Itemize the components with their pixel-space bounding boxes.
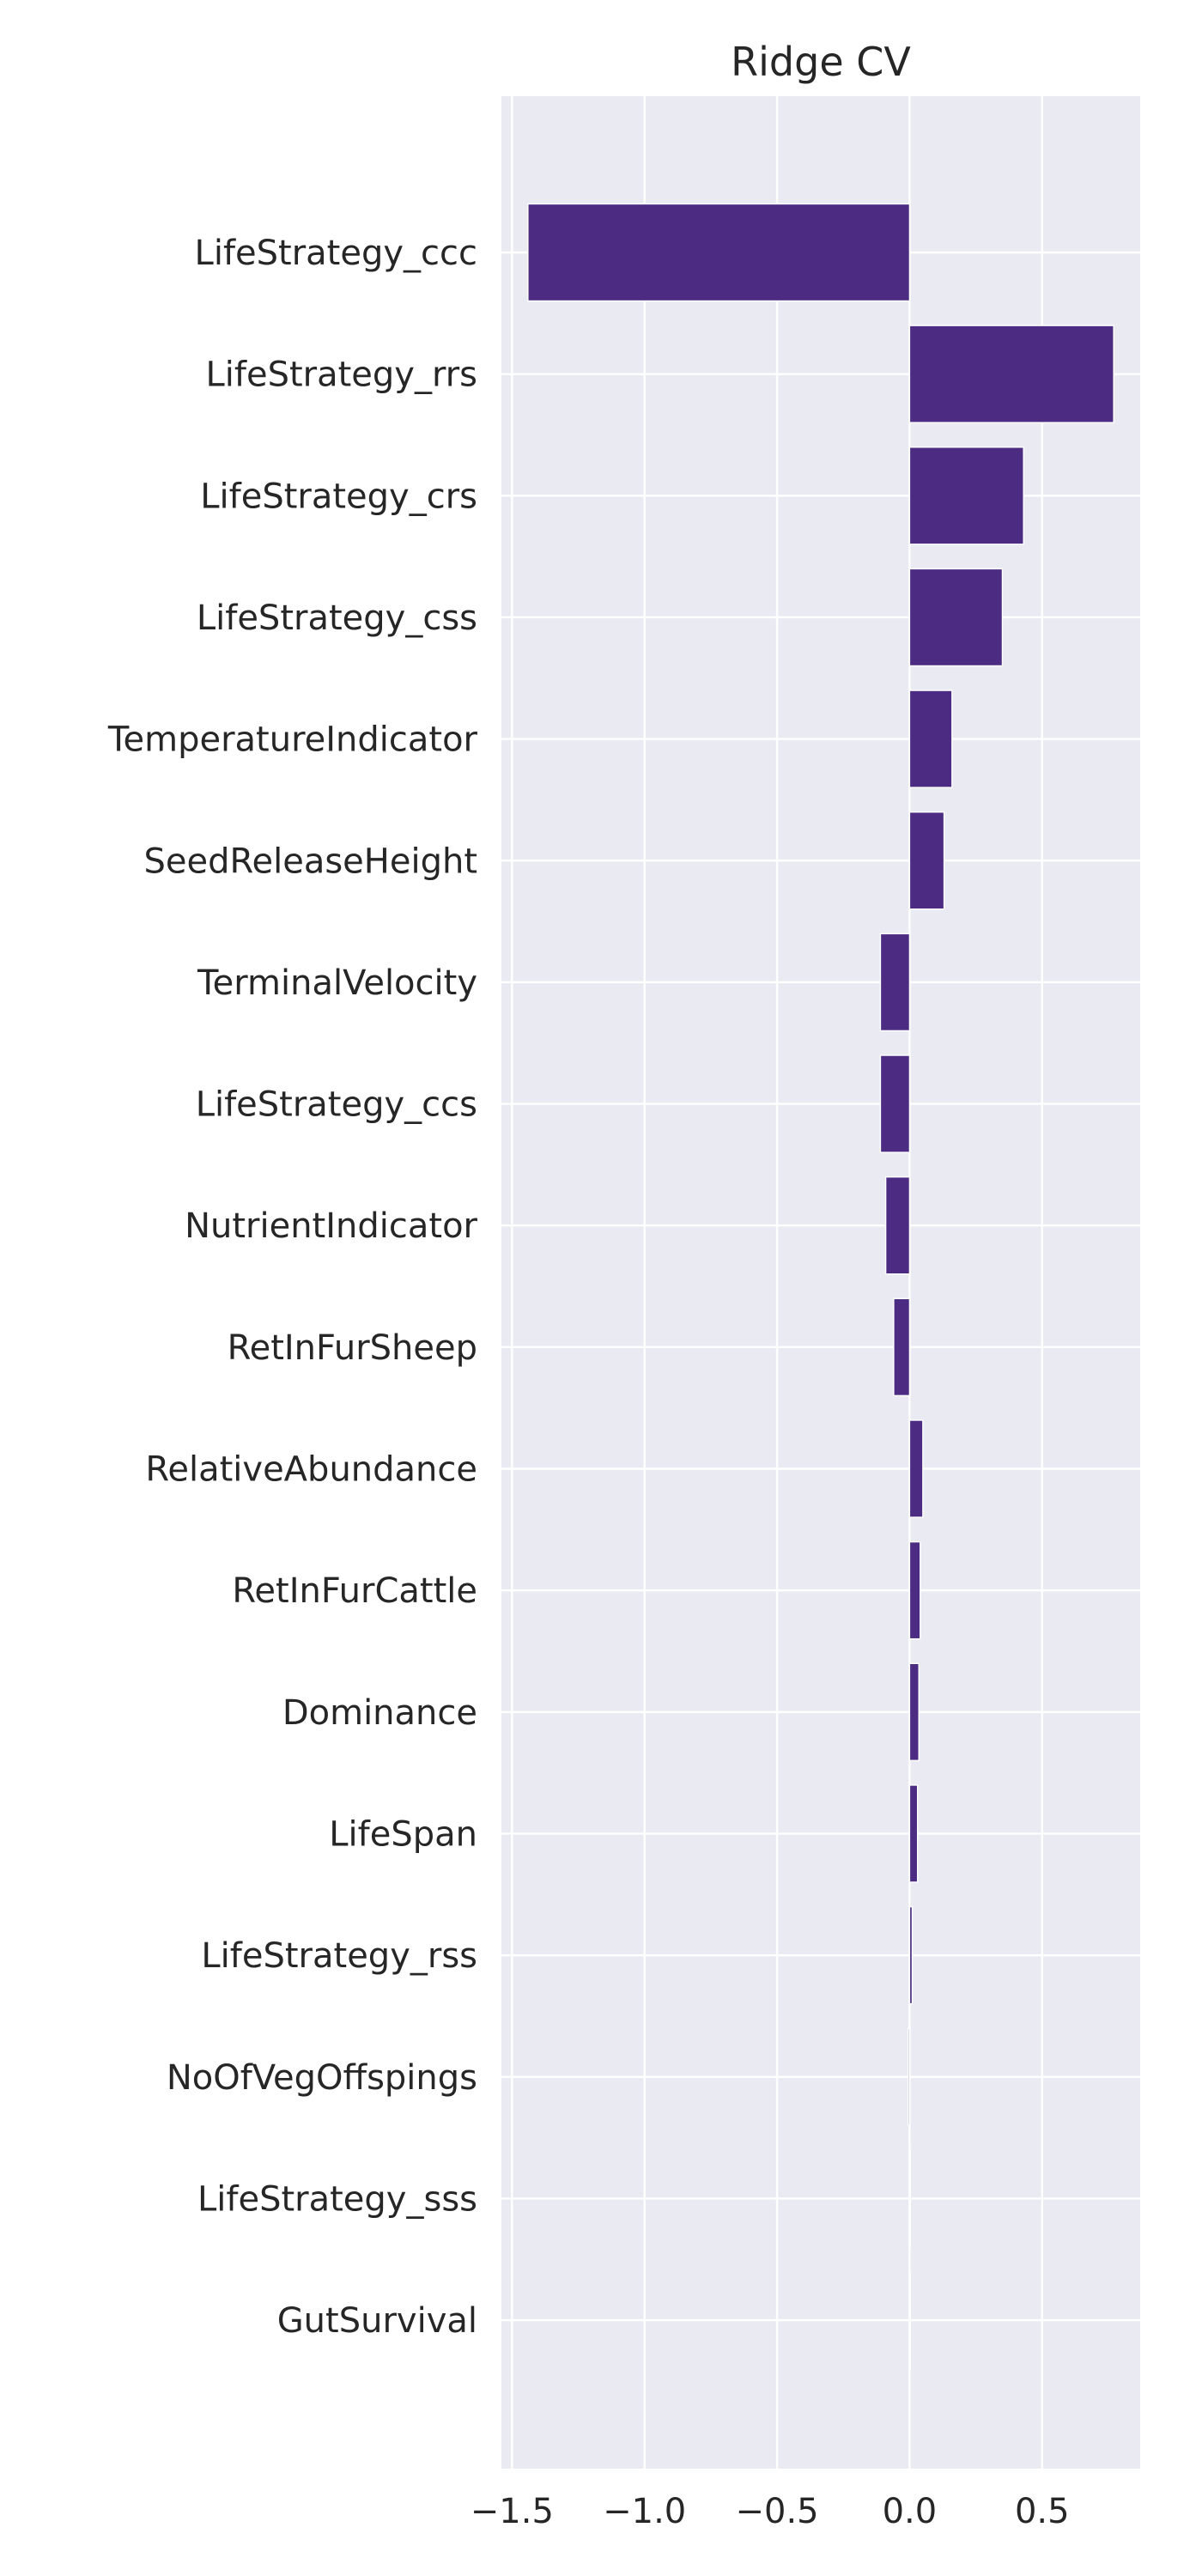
category-label-LifeStrategy_ccc: LifeStrategy_ccc [195, 234, 477, 273]
category-label-LifeSpan: LifeSpan [329, 1814, 477, 1854]
bar-LifeSpan [908, 1784, 919, 1883]
x-tick-label-1: −1.0 [603, 2492, 686, 2531]
category-label-LifeStrategy_css: LifeStrategy_css [197, 598, 477, 638]
category-label-TemperatureIndicator: TemperatureIndicator [107, 720, 478, 760]
category-label-LifeStrategy_rss: LifeStrategy_rss [201, 1936, 477, 1976]
category-label-RetInFurSheep: RetInFurSheep [228, 1328, 477, 1368]
bar-LifeStrategy_ccs [879, 1054, 911, 1153]
bar-TerminalVelocity [879, 933, 911, 1032]
bar-LifeStrategy_rss [908, 1905, 914, 2005]
bar-LifeStrategy_sss [908, 2149, 912, 2248]
bar-LifeStrategy_rrs [908, 325, 1114, 423]
category-label-LifeStrategy_ccs: LifeStrategy_ccs [196, 1085, 477, 1125]
category-labels: LifeStrategy_ccc LifeStrategy_rrs LifeStra… [107, 234, 478, 2341]
category-label-LifeStrategy_rrs: LifeStrategy_rrs [205, 355, 477, 395]
x-tick-label-4: 0.5 [1015, 2492, 1070, 2531]
category-label-NutrientIndicator: NutrientIndicator [185, 1206, 477, 1246]
category-label-LifeStrategy_sss: LifeStrategy_sss [197, 2179, 477, 2219]
category-label-RetInFurCattle: RetInFurCattle [232, 1571, 477, 1611]
bars [527, 203, 1114, 2370]
bar-RelativeAbundance [908, 1419, 924, 1518]
category-label-LifeStrategy_crs: LifeStrategy_crs [200, 477, 477, 516]
category-label-NoOfVegOffspings: NoOfVegOffspings [167, 2058, 477, 2098]
bar-RetInFurSheep [893, 1297, 911, 1397]
x-tick-label-3: 0.0 [883, 2492, 938, 2531]
bar-NutrientIndicator [884, 1176, 911, 1275]
x-tick-label-0: −1.5 [470, 2492, 554, 2531]
bar-NoOfVegOffspings [908, 2027, 911, 2126]
x-tick-labels: −1.5 −1.0 −0.5 0.0 0.5 [470, 2492, 1070, 2531]
category-label-TerminalVelocity: TerminalVelocity [197, 963, 477, 1003]
category-label-GutSurvival: GutSurvival [277, 2301, 477, 2341]
x-tick-label-2: −0.5 [735, 2492, 818, 2531]
bar-TemperatureIndicator [908, 690, 953, 788]
category-label-SeedReleaseHeight: SeedReleaseHeight [143, 841, 477, 881]
bar-Dominance [908, 1662, 920, 1762]
chart-title: Ridge CV [731, 39, 911, 85]
bar-LifeStrategy_crs [908, 447, 1024, 545]
category-label-Dominance: Dominance [282, 1693, 477, 1733]
bar-LifeStrategy_ccc [527, 203, 911, 302]
category-label-RelativeAbundance: RelativeAbundance [145, 1450, 477, 1490]
bar-RetInFurCattle [908, 1540, 921, 1640]
bar-GutSurvival [908, 2270, 911, 2370]
plot-area [501, 96, 1140, 2469]
bar-SeedReleaseHeight [908, 811, 945, 910]
bar-LifeStrategy_css [908, 568, 1004, 667]
